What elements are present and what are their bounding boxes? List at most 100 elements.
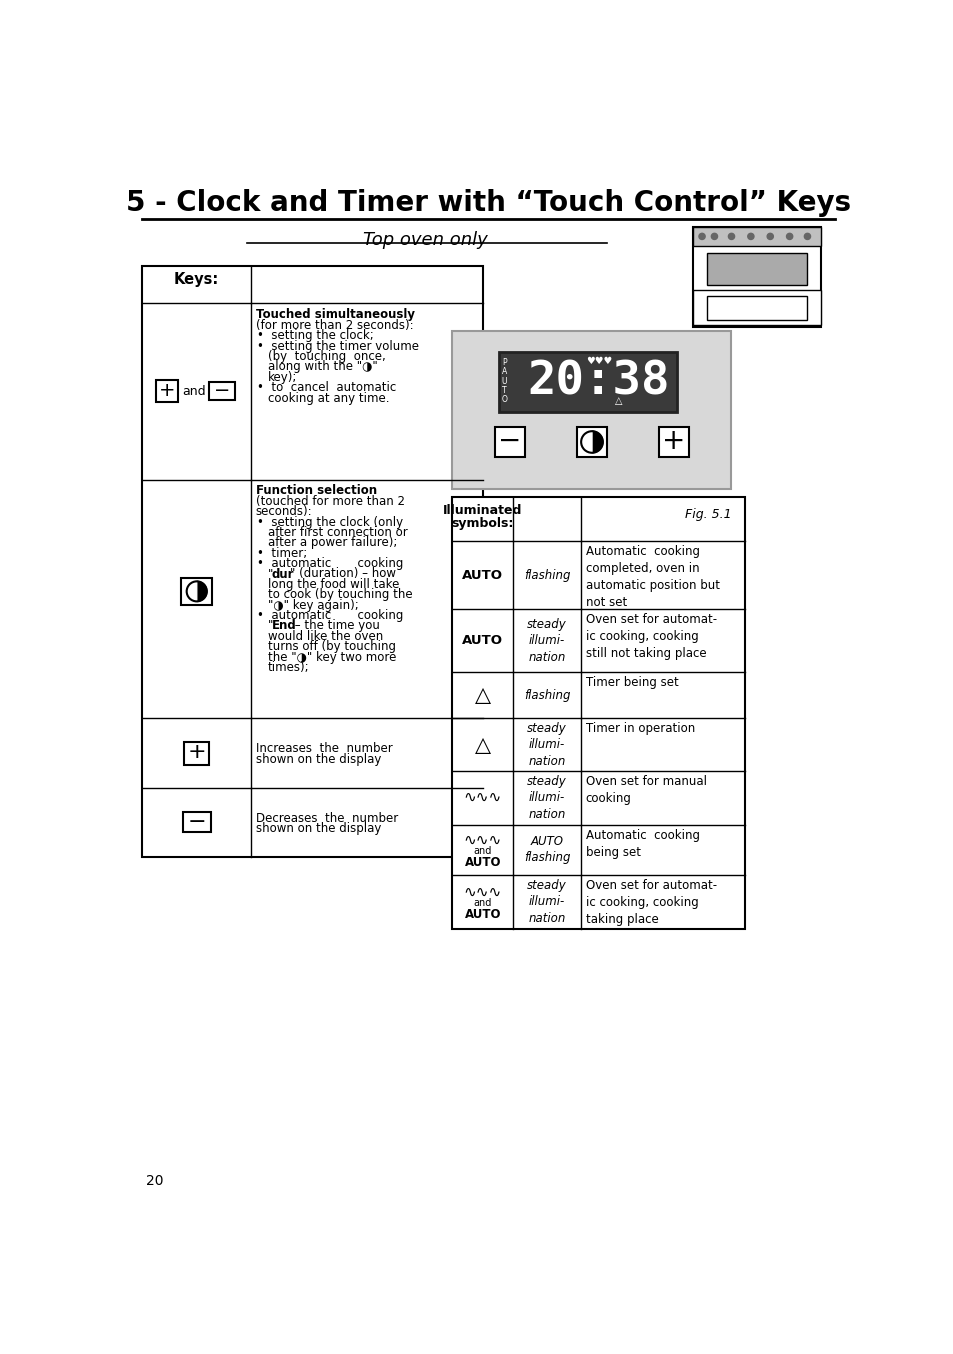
Circle shape [699, 233, 704, 240]
Text: steady
illumi-
nation: steady illumi- nation [527, 722, 566, 768]
Text: AUTO: AUTO [462, 569, 502, 582]
Text: and: and [182, 385, 205, 398]
Text: steady
illumi-
nation: steady illumi- nation [527, 774, 566, 821]
Text: Automatic  cooking
being set: Automatic cooking being set [585, 829, 700, 858]
Circle shape [711, 233, 717, 240]
Text: AUTO: AUTO [464, 907, 500, 921]
Text: key);: key); [268, 371, 297, 383]
Bar [692, 227, 820, 246]
Text: Oven set for automat-
ic cooking, cooking
taking place: Oven set for automat- ic cooking, cookin… [585, 879, 716, 926]
Bar [183, 812, 211, 833]
Text: ∿∿∿: ∿∿∿ [463, 886, 501, 900]
Text: ": " [268, 620, 274, 632]
Bar [692, 290, 820, 325]
Text: AUTO: AUTO [464, 856, 500, 868]
Text: •  automatic       cooking: • automatic cooking [257, 556, 403, 570]
Text: •  timer;: • timer; [257, 547, 307, 559]
Circle shape [803, 233, 810, 240]
Text: long the food will take: long the food will take [268, 578, 399, 590]
Bar [498, 352, 677, 412]
Text: would like the oven: would like the oven [268, 630, 383, 643]
Circle shape [785, 233, 792, 240]
Text: T: T [501, 386, 506, 395]
Circle shape [728, 233, 734, 240]
Text: △: △ [475, 735, 490, 754]
Bar [181, 578, 212, 605]
Text: shown on the display: shown on the display [255, 822, 380, 835]
Text: Top oven only: Top oven only [363, 232, 487, 249]
Text: flashing: flashing [523, 689, 570, 701]
Text: •  automatic       cooking: • automatic cooking [257, 609, 403, 621]
Text: (for more than 2 seconds):: (for more than 2 seconds): [255, 318, 413, 332]
Bar [452, 497, 744, 929]
Text: (touched for more than 2: (touched for more than 2 [255, 494, 404, 508]
Text: after first connection or: after first connection or [268, 525, 407, 539]
Text: Keys:: Keys: [174, 272, 219, 287]
Text: Decreases  the  number: Decreases the number [255, 811, 397, 825]
Text: Increases  the  number: Increases the number [255, 742, 392, 756]
Text: −: − [497, 428, 521, 455]
Text: Function selection: Function selection [255, 485, 376, 497]
Text: (by  touching  once,: (by touching once, [268, 349, 385, 363]
Text: 20:38: 20:38 [527, 359, 669, 405]
Bar [577, 428, 606, 456]
Text: the "◑" key two more: the "◑" key two more [268, 651, 396, 663]
Bar [659, 428, 688, 456]
Bar [706, 295, 806, 320]
Text: Automatic  cooking
completed, oven in
automatic position but
not set: Automatic cooking completed, oven in aut… [585, 546, 720, 609]
Text: Illuminated: Illuminated [442, 504, 522, 517]
Text: •  setting the timer volume: • setting the timer volume [257, 340, 418, 352]
Text: •  setting the clock (only: • setting the clock (only [257, 516, 403, 528]
Circle shape [766, 233, 773, 240]
Text: P: P [501, 357, 506, 367]
Text: Touched simultaneously: Touched simultaneously [255, 307, 415, 321]
Wedge shape [592, 431, 602, 452]
Text: End: End [272, 620, 296, 632]
Wedge shape [196, 581, 207, 601]
Text: ♥♥♥: ♥♥♥ [586, 356, 612, 366]
Text: •  setting the clock;: • setting the clock; [257, 329, 374, 343]
Text: seconds):: seconds): [255, 505, 312, 519]
Text: △: △ [475, 685, 490, 705]
Bar [142, 265, 483, 857]
Bar [209, 382, 235, 401]
Text: symbols:: symbols: [451, 517, 514, 529]
Text: steady
illumi-
nation: steady illumi- nation [527, 879, 566, 925]
Text: to cook (by touching the: to cook (by touching the [268, 588, 413, 601]
Text: and: and [473, 898, 492, 909]
Text: ∿∿∿: ∿∿∿ [463, 833, 501, 848]
Text: Timer being set: Timer being set [585, 676, 678, 689]
Wedge shape [187, 581, 196, 601]
Text: shown on the display: shown on the display [255, 753, 380, 766]
Text: dur: dur [272, 567, 294, 581]
Bar [495, 428, 524, 456]
Text: Oven set for manual
cooking: Oven set for manual cooking [585, 774, 706, 804]
Text: turns off (by touching: turns off (by touching [268, 640, 395, 653]
Circle shape [747, 233, 753, 240]
Bar [692, 227, 820, 328]
Text: "◑" key again);: "◑" key again); [268, 598, 358, 612]
Text: " (duration) – how: " (duration) – how [290, 567, 395, 581]
Text: Oven set for automat-
ic cooking, cooking
still not taking place: Oven set for automat- ic cooking, cookin… [585, 613, 716, 659]
Text: O: O [501, 395, 507, 403]
Text: △: △ [615, 395, 622, 406]
Text: •  to  cancel  automatic: • to cancel automatic [257, 382, 396, 394]
Text: ": " [268, 567, 274, 581]
Text: +: + [661, 428, 685, 455]
Text: along with the "◑": along with the "◑" [268, 360, 377, 374]
Text: AUTO
flashing: AUTO flashing [523, 835, 570, 864]
Text: +: + [187, 742, 206, 762]
Text: flashing: flashing [523, 569, 570, 582]
Text: −: − [213, 380, 231, 399]
Text: – the time you: – the time you [291, 620, 380, 632]
Text: times);: times); [268, 661, 310, 674]
Text: ∿∿∿: ∿∿∿ [463, 791, 501, 806]
Text: Timer in operation: Timer in operation [585, 722, 695, 735]
Text: 5 - Clock and Timer with “Touch Control” Keys: 5 - Clock and Timer with “Touch Control”… [126, 188, 851, 217]
Text: cooking at any time.: cooking at any time. [268, 391, 389, 405]
Text: steady
illumi-
nation: steady illumi- nation [527, 617, 566, 663]
Text: and: and [473, 846, 492, 856]
Text: after a power failure);: after a power failure); [268, 536, 397, 550]
Text: 20: 20 [146, 1174, 164, 1187]
Bar [156, 380, 178, 402]
